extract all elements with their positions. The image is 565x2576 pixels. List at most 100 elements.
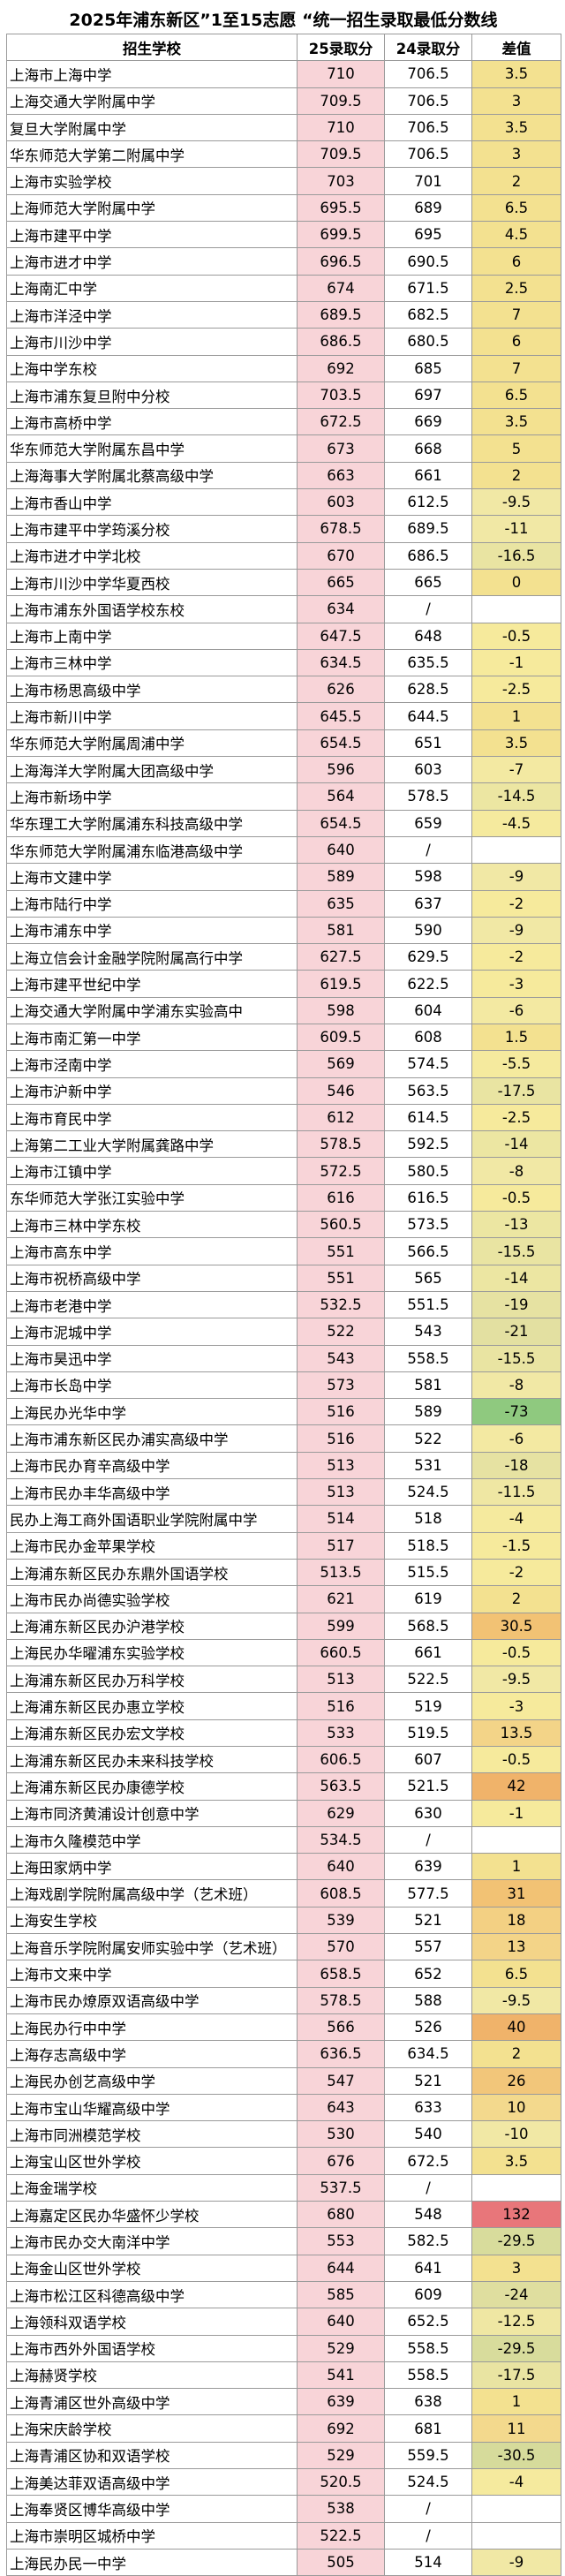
score-2024-cell: 563.5 xyxy=(384,1076,472,1105)
difference-cell: -21 xyxy=(471,1318,561,1346)
difference-cell xyxy=(471,1825,561,1855)
difference-cell: -14.5 xyxy=(471,782,561,811)
school-name-cell: 上海交通大学附属中学 xyxy=(6,87,298,115)
score-2024-cell: 641 xyxy=(384,2254,472,2282)
difference-cell: -19 xyxy=(471,1290,561,1319)
score-2024-cell: 581 xyxy=(384,1371,472,1400)
score-2024-cell: / xyxy=(384,2495,472,2523)
score-2025-cell: 635 xyxy=(297,889,385,918)
score-2024-cell: 515.5 xyxy=(384,1558,472,1587)
school-name-cell: 上海浦东新区民办宏文学校 xyxy=(6,1719,298,1748)
table-row: 上海市育民中学 612 614.5 -2.5 xyxy=(6,1103,561,1132)
score-2025-cell: 564 xyxy=(297,782,385,811)
school-name-cell: 上海中学东校 xyxy=(6,354,298,382)
difference-cell: -9.5 xyxy=(471,1986,561,2014)
score-2024-cell: 616.5 xyxy=(384,1183,472,1212)
score-2025-cell: 692 xyxy=(297,354,385,382)
score-2025-cell: 670 xyxy=(297,541,385,570)
score-2025-cell: 658.5 xyxy=(297,1960,385,1988)
school-name-cell: 上海安生学校 xyxy=(6,1906,298,1935)
table-row: 上海宝山区世外学校 676 672.5 3.5 xyxy=(6,2147,561,2175)
school-name-cell: 上海嘉定区民办华盛怀少学校 xyxy=(6,2201,298,2229)
difference-cell: -9 xyxy=(471,863,561,891)
table-row: 上海市进才中学 696.5 690.5 6 xyxy=(6,247,561,276)
difference-cell: -3 xyxy=(471,970,561,998)
table-row: 上海市同济黄浦设计创意中学 629 630 -1 xyxy=(6,1799,561,1827)
difference-cell xyxy=(471,2495,561,2523)
score-2024-cell: 659 xyxy=(384,809,472,837)
difference-cell: 3.5 xyxy=(471,408,561,436)
score-2025-cell: 566 xyxy=(297,2013,385,2042)
score-2025-cell: 533 xyxy=(297,1719,385,1748)
table-row: 上海交通大学附属中学浦东实验高中 598 604 -6 xyxy=(6,996,561,1024)
table-row: 上海市沪新中学 546 563.5 -17.5 xyxy=(6,1076,561,1105)
table-row: 上海市昊迅中学 543 558.5 -15.5 xyxy=(6,1344,561,1372)
score-2025-cell: 647.5 xyxy=(297,622,385,650)
table-row: 上海民办行中中学 566 526 40 xyxy=(6,2013,561,2042)
school-name-cell: 上海市民办交大南洋中学 xyxy=(6,2227,298,2255)
school-name-cell: 上海市杨思高级中学 xyxy=(6,676,298,704)
table-row: 上海市久隆模范中学 534.5/ xyxy=(6,1825,561,1855)
score-2025-cell: 695.5 xyxy=(297,193,385,223)
score-2024-cell: 582.5 xyxy=(384,2227,472,2255)
table-row: 上海金山区世外学校 644 641 3 xyxy=(6,2254,561,2282)
score-2024-cell: 634.5 xyxy=(384,2040,472,2068)
score-2025-cell: 663 xyxy=(297,461,385,490)
score-2025-cell: 660.5 xyxy=(297,1638,385,1667)
score-2025-cell: 626 xyxy=(297,676,385,704)
score-2025-cell: 547 xyxy=(297,2066,385,2095)
score-2024-cell: 522 xyxy=(384,1424,472,1453)
score-2025-cell: 634 xyxy=(297,595,385,623)
school-name-cell: 上海市长岛中学 xyxy=(6,1371,298,1400)
score-2025-cell: 621 xyxy=(297,1585,385,1613)
score-2024-cell: 690.5 xyxy=(384,247,472,276)
school-name-cell: 上海海事大学附属北蔡高级中学 xyxy=(6,461,298,490)
school-name-cell: 上海浦东新区民办沪港学校 xyxy=(6,1612,298,1640)
score-2024-cell: 671.5 xyxy=(384,274,472,302)
school-name-cell: 上海浦东新区民办未来科技学校 xyxy=(6,1745,298,1774)
score-2024-cell: 519.5 xyxy=(384,1719,472,1748)
school-name-cell: 上海奉贤区博华高级中学 xyxy=(6,2495,298,2523)
score-2025-cell: 543 xyxy=(297,1344,385,1372)
school-name-cell: 东华师范大学张江实验中学 xyxy=(6,1183,298,1212)
score-2025-cell: 673 xyxy=(297,434,385,463)
score-2024-cell: 566.5 xyxy=(384,1237,472,1265)
difference-cell: 3.5 xyxy=(471,113,561,142)
score-2025-cell: 643 xyxy=(297,2093,385,2122)
difference-cell: 1 xyxy=(471,1853,561,1881)
score-2025-cell: 581 xyxy=(297,916,385,945)
score-2025-cell: 589 xyxy=(297,863,385,891)
score-2025-cell: 606.5 xyxy=(297,1745,385,1774)
difference-cell: -17.5 xyxy=(471,1076,561,1105)
score-2025-cell: 689.5 xyxy=(297,300,385,329)
school-name-cell: 上海市民办丰华高级中学 xyxy=(6,1478,298,1507)
score-2024-cell: / xyxy=(384,595,472,623)
school-name-cell: 上海市同洲模范学校 xyxy=(6,2120,298,2149)
difference-cell: 3.5 xyxy=(471,60,561,88)
score-2024-cell: 598 xyxy=(384,863,472,891)
school-name-cell: 上海交通大学附属中学浦东实验高中 xyxy=(6,996,298,1024)
difference-cell: 13 xyxy=(471,1933,561,1961)
difference-cell: -12.5 xyxy=(471,2308,561,2336)
score-2025-cell: 573 xyxy=(297,1371,385,1400)
table-row: 上海奉贤区博华高级中学 538/ xyxy=(6,2495,561,2523)
score-sheet: 2025年浦东新区”1至15志愿 “统一招生录取最低分数线 招生学校 25录取分… xyxy=(6,7,561,2576)
table-row: 上海市祝桥高级中学 551 565 -14 xyxy=(6,1264,561,1292)
score-2025-cell: 686.5 xyxy=(297,328,385,356)
score-2025-cell: 639 xyxy=(297,2388,385,2416)
score-2025-cell: 553 xyxy=(297,2227,385,2255)
score-2024-cell: 639 xyxy=(384,1853,472,1881)
score-2025-cell: 674 xyxy=(297,274,385,302)
score-2025-cell: 517 xyxy=(297,1531,385,1560)
score-2024-cell: 697 xyxy=(384,381,472,410)
table-row: 上海市西外外国语学校 529 558.5 -29.5 xyxy=(6,2334,561,2362)
school-name-cell: 上海市三林中学 xyxy=(6,648,298,677)
difference-cell: 42 xyxy=(471,1772,561,1801)
school-name-cell: 上海金山区世外学校 xyxy=(6,2254,298,2282)
difference-cell: 6 xyxy=(471,328,561,356)
school-name-cell: 上海南汇中学 xyxy=(6,274,298,302)
table-row: 上海市同洲模范学校 530 540 -10 xyxy=(6,2120,561,2149)
table-row: 上海赫贤学校 541 558.5 -17.5 xyxy=(6,2361,561,2390)
table-row: 上海市民办丰华高级中学 513 524.5 -11.5 xyxy=(6,1478,561,1507)
score-2025-cell: 692 xyxy=(297,2414,385,2443)
